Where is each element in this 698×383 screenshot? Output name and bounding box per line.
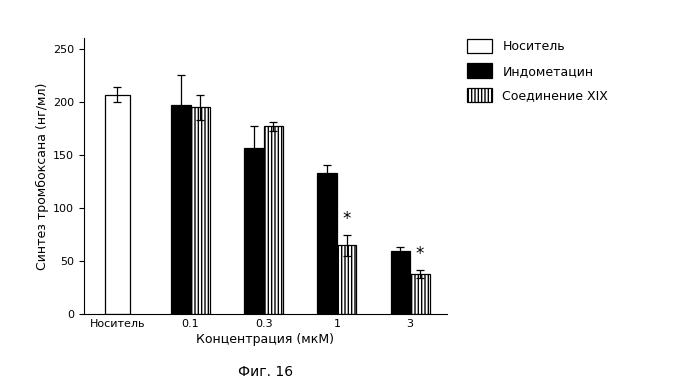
Legend: Носитель, Индометацин, Соединение XIX: Носитель, Индометацин, Соединение XIX bbox=[468, 39, 609, 102]
Text: *: * bbox=[343, 210, 351, 228]
Bar bbox=[318, 173, 337, 314]
Bar bbox=[410, 274, 430, 314]
Text: Фиг. 16: Фиг. 16 bbox=[238, 365, 292, 379]
Bar bbox=[244, 147, 264, 314]
Bar bbox=[391, 252, 410, 314]
Bar bbox=[191, 107, 210, 314]
Bar bbox=[105, 95, 130, 314]
Text: *: * bbox=[416, 245, 424, 263]
Y-axis label: Синтез тромбоксана (нг/мл): Синтез тромбоксана (нг/мл) bbox=[36, 82, 49, 270]
Bar bbox=[337, 245, 357, 314]
Bar bbox=[264, 126, 283, 314]
Bar bbox=[171, 105, 191, 314]
X-axis label: Концентрация (мкМ): Концентрация (мкМ) bbox=[196, 333, 334, 346]
